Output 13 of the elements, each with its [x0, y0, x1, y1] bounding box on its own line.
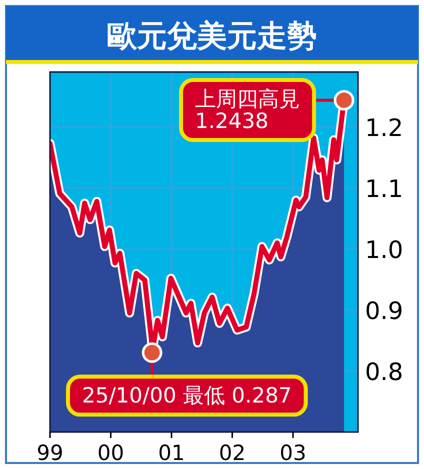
y-tick-label: 0.9 [365, 296, 404, 325]
chart-title: 歐元兌美元走勢 [107, 19, 317, 54]
annotation: 25/10/00 最低 0.287 [82, 384, 292, 408]
y-tick-label: 1.2 [365, 114, 404, 142]
x-tick-label: 99 [36, 441, 64, 465]
x-tick-label: 02 [218, 441, 246, 465]
x-tick-label: 03 [280, 441, 306, 465]
y-tick-label: 1.0 [365, 236, 404, 264]
annotation: 上周四高見 1.2438 [195, 87, 300, 133]
x-tick-label: 00 [97, 441, 124, 465]
y-tick-label: 0.8 [365, 358, 404, 386]
y-tick-label: 1.1 [365, 174, 404, 203]
x-tick-label: 01 [158, 441, 185, 465]
